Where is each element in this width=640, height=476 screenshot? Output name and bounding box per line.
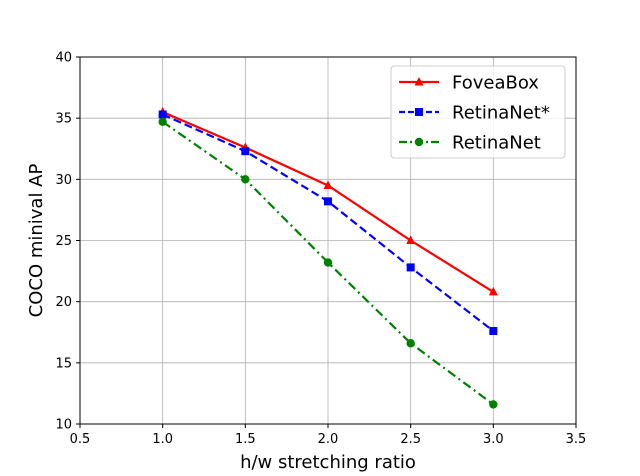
x-tick-label: 3.0 [483,432,504,447]
data-point-foveabox [488,286,498,296]
series-retinanet [158,117,498,409]
legend: FoveaBox RetinaNet* RetinaNet [390,65,566,159]
data-point-retinanet [406,339,415,348]
y-tick-label: 30 [55,173,72,188]
series-retinanet [158,110,498,336]
x-tick-label: 2.5 [400,432,421,447]
series-layer [158,107,498,409]
data-point-retinanet [406,263,415,272]
data-point-retinanet [158,117,167,127]
x-tick-label: 1.5 [235,432,256,447]
data-point-retinanet [324,197,332,206]
y-tick-label: 35 [55,112,72,127]
data-point-foveabox [406,235,416,244]
legend-entry-retinanet: RetinaNet* [399,103,550,124]
y-tick-label: 10 [55,418,72,433]
legend-label: RetinaNet [452,133,541,154]
data-point-foveabox [323,180,333,189]
y-tick-label: 20 [55,295,72,310]
legend-entry-foveabox: FoveaBox [399,73,539,94]
x-tick-label: 2.0 [318,432,339,447]
legend-swatch-marker [414,77,424,86]
legend-box [390,65,566,159]
legend-swatch-marker [414,137,424,147]
data-point-retinanet [241,147,250,156]
data-point-retinanet [323,258,333,267]
legend-swatch-marker [415,108,423,116]
x-axis-label: h/w stretching ratio [240,452,416,473]
y-tick-label: 15 [55,356,72,371]
axis-ticks: 0.5 1.0 1.5 2.0 2.5 3.0 3.5 10 15 20 25 30 35 40 [55,51,586,448]
x-tick-label: 1.0 [152,432,173,447]
x-tick-label: 3.5 [566,432,587,447]
y-tick-label: 25 [55,234,72,249]
x-tick-label: 0.5 [70,432,91,447]
legend-label: FoveaBox [452,73,539,94]
legend-label: RetinaNet* [452,103,550,124]
data-point-retinanet [489,327,498,336]
data-point-retinanet [241,175,250,184]
y-tick-label: 40 [55,51,72,66]
legend-entry-retinanet: RetinaNet [399,133,541,154]
data-point-retinanet [158,110,167,119]
data-point-retinanet [489,400,498,409]
y-axis-label: COCO minival AP [26,164,47,318]
